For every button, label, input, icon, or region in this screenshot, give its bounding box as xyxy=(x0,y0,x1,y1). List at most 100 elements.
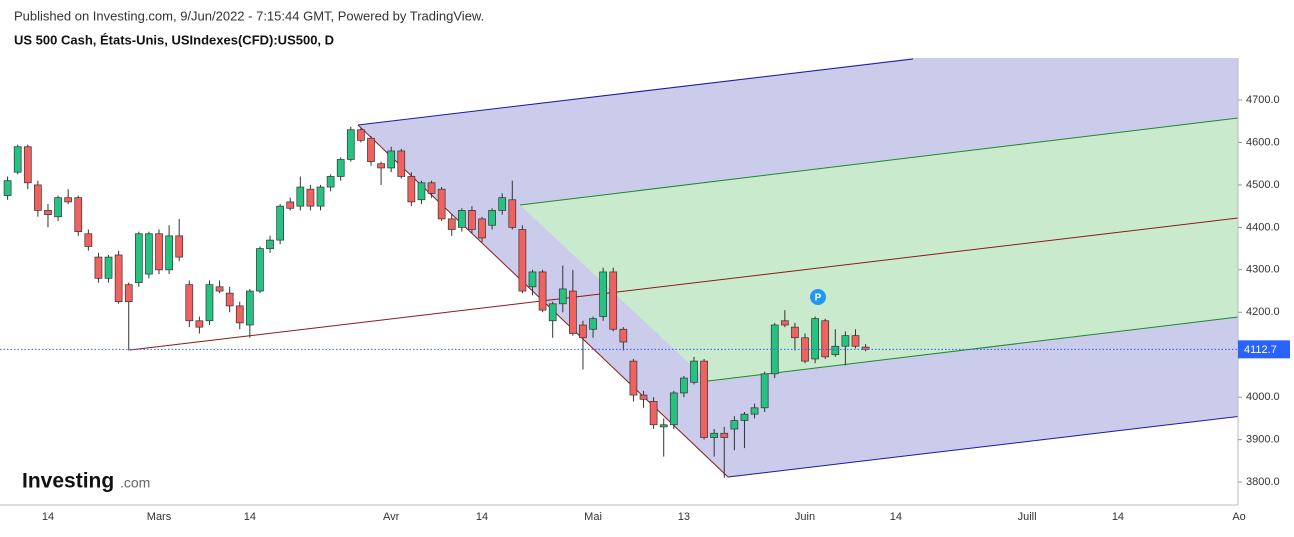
candle-body xyxy=(619,328,628,343)
candle-body xyxy=(841,335,850,347)
x-tick-label: 14 xyxy=(476,511,488,523)
pitchfork-inner-upper xyxy=(519,117,1238,206)
candle-body xyxy=(165,235,173,271)
candle-body xyxy=(609,271,618,330)
candle-body xyxy=(488,210,496,226)
candle-body xyxy=(569,290,577,334)
pitchfork-lower xyxy=(727,416,1238,478)
candle-body xyxy=(266,239,274,249)
candle-body xyxy=(205,284,214,322)
y-tick-label: 4400.0 xyxy=(1246,221,1280,233)
x-tick-label: Juin xyxy=(795,511,815,523)
candle-body xyxy=(437,188,446,220)
candle-body xyxy=(286,201,295,209)
candle-body xyxy=(629,360,638,396)
y-tick-label: 4600.0 xyxy=(1246,136,1280,148)
candle-body xyxy=(589,318,597,330)
x-tick-label: Avr xyxy=(383,511,400,523)
candle-body xyxy=(669,392,678,426)
candle-body xyxy=(417,182,426,201)
candle-body xyxy=(155,233,163,271)
last-price-label: 4112.7 xyxy=(1244,344,1277,356)
y-tick-label: 4300.0 xyxy=(1246,264,1280,276)
y-tick-label: 4000.0 xyxy=(1246,391,1280,403)
candle-body xyxy=(357,129,365,141)
candle-body xyxy=(336,159,345,177)
x-tick-label: 14 xyxy=(1112,511,1124,523)
candle-body xyxy=(185,284,194,322)
x-tick-label: 13 xyxy=(678,511,690,523)
candle-body xyxy=(427,182,436,194)
candle-body xyxy=(447,218,456,230)
candle-body xyxy=(54,197,62,218)
candle-body xyxy=(791,326,799,339)
x-tick-label: Ao xyxy=(1232,511,1245,523)
candle-body xyxy=(478,218,486,239)
candle-body xyxy=(498,197,507,211)
candle-body xyxy=(346,129,355,160)
pitchfork-median xyxy=(129,217,1238,351)
candle-body xyxy=(528,271,537,288)
candle-body xyxy=(397,150,406,177)
candle-body xyxy=(548,303,557,322)
candle-body xyxy=(457,210,466,228)
candle-body xyxy=(780,320,789,326)
logo-suffix: .com xyxy=(120,475,150,491)
candle-body xyxy=(13,146,22,173)
x-tick-label: Mai xyxy=(584,511,602,523)
y-tick-label: 4700.0 xyxy=(1246,94,1280,106)
candle-body xyxy=(235,305,244,324)
candle-body xyxy=(34,184,42,211)
symbol-title: US 500 Cash, États-Unis, USIndexes(CFD):… xyxy=(14,32,334,47)
candle-body xyxy=(700,360,708,438)
logo-brand: Investing xyxy=(22,470,114,493)
candle-body xyxy=(518,229,527,292)
candle-body xyxy=(740,413,749,421)
candle-body xyxy=(558,288,567,305)
x-tick-label: Juill xyxy=(1018,511,1037,523)
candle-body xyxy=(377,163,385,169)
x-tick-label: 14 xyxy=(890,511,902,523)
candle-body xyxy=(831,345,840,356)
candle-body xyxy=(599,271,607,317)
candle-body xyxy=(851,335,860,347)
candle-body xyxy=(296,186,305,207)
marker-label: P xyxy=(815,293,822,304)
candle-body xyxy=(134,233,143,283)
candle-body xyxy=(821,320,830,358)
candle-body xyxy=(720,432,729,438)
candle-body xyxy=(276,205,284,241)
published-note: Published on Investing.com, 9/Jun/2022 -… xyxy=(14,8,484,23)
candle-body xyxy=(84,233,93,247)
candle-body xyxy=(44,210,52,215)
candles xyxy=(3,126,870,478)
candle-body xyxy=(195,320,204,328)
candle-body xyxy=(538,271,547,311)
candle-body xyxy=(215,286,224,292)
candle-body xyxy=(104,256,113,279)
candle-body xyxy=(468,210,476,230)
candle-body xyxy=(74,197,83,232)
candle-body xyxy=(316,186,325,207)
x-tick-label: Mars xyxy=(147,511,172,523)
candle-body xyxy=(256,248,264,292)
candle-body xyxy=(659,424,668,428)
candle-body xyxy=(407,176,416,203)
candle-body xyxy=(114,254,123,303)
candle-body xyxy=(690,360,698,383)
y-tick-label: 4200.0 xyxy=(1246,306,1280,318)
pitchfork-upper xyxy=(357,58,914,126)
candle-body xyxy=(64,197,73,203)
candle-body xyxy=(750,407,759,415)
candle-body xyxy=(508,199,517,228)
candle-body xyxy=(124,284,133,303)
candle-body xyxy=(639,394,648,400)
candle-body xyxy=(387,150,396,169)
candle-body xyxy=(730,420,739,430)
candle-body xyxy=(680,377,688,394)
candle-body xyxy=(710,432,719,438)
marker-icon xyxy=(810,289,826,305)
candle-body xyxy=(145,233,153,275)
pitchfork xyxy=(129,58,1238,478)
candle-body xyxy=(367,137,375,162)
